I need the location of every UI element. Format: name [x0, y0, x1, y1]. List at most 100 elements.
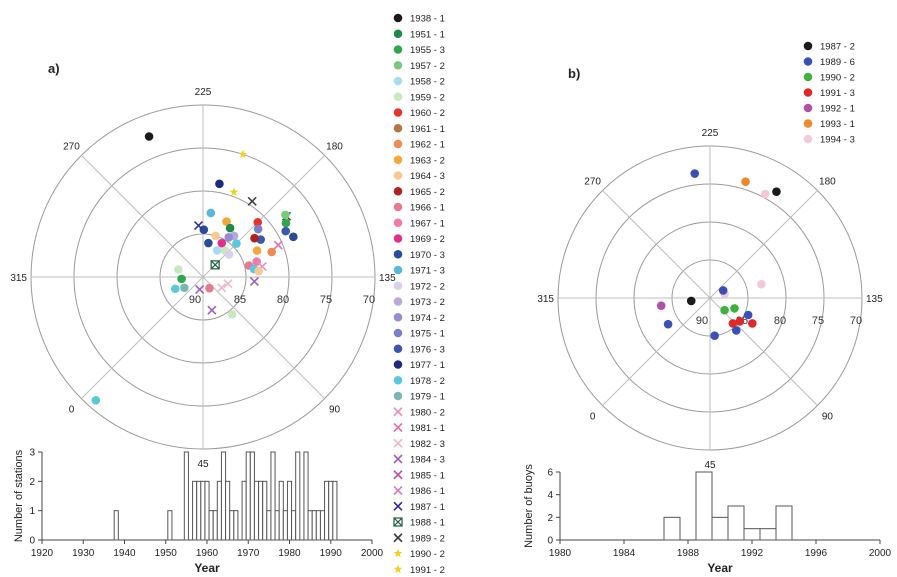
- legend-label: 1975 - 1: [410, 329, 445, 340]
- data-point: [232, 239, 241, 248]
- data-point: [267, 247, 276, 257]
- legend-marker: [393, 155, 403, 165]
- legend-marker: [393, 328, 403, 338]
- legend-marker: [393, 407, 403, 417]
- legend-marker: [803, 88, 813, 97]
- data-point: [690, 169, 700, 178]
- hist-bar: [695, 471, 713, 541]
- hist-bar: [727, 505, 745, 541]
- data-point: [229, 187, 239, 196]
- hist-bar: [216, 480, 222, 541]
- latitude-label: 70: [363, 294, 375, 306]
- data-point: [728, 319, 738, 328]
- legend-label: 1964 - 3: [410, 171, 445, 182]
- data-point: [217, 283, 227, 293]
- data-point: [199, 225, 209, 235]
- legend-label: 1988 - 1: [410, 518, 445, 529]
- data-point: [741, 177, 750, 187]
- legend-label: 1976 - 3: [410, 344, 445, 355]
- data-point: [735, 317, 745, 326]
- longitude-label: 45: [197, 459, 209, 470]
- legend-marker: [393, 470, 403, 480]
- data-point: [206, 208, 216, 218]
- hist-bar: [167, 510, 173, 541]
- hist-bar: [295, 451, 301, 541]
- hist-bar: [270, 451, 276, 541]
- legend-marker: [393, 76, 403, 86]
- hist-x-tick-label: 1992: [741, 548, 764, 559]
- data-point: [663, 319, 673, 329]
- legend-marker: [393, 549, 403, 558]
- latitude-label: 70: [850, 315, 862, 327]
- data-point: [210, 260, 220, 270]
- longitude-label: 135: [866, 294, 883, 305]
- box: [393, 517, 403, 527]
- data-point: [254, 266, 263, 276]
- hist-x-tick-label: 1984: [613, 548, 636, 559]
- hist-bar: [282, 510, 288, 541]
- hist-bar: [253, 480, 260, 541]
- legend-label: 1985 - 1: [410, 470, 445, 481]
- hist-bar: [204, 480, 210, 541]
- legend-marker: [393, 139, 403, 149]
- meridian-line: [202, 276, 325, 399]
- hist-bar: [775, 505, 793, 541]
- hist-bar: [183, 451, 189, 541]
- data-point: [144, 132, 154, 141]
- hist-bar: [328, 480, 334, 541]
- legend-marker: [393, 297, 403, 306]
- legend-marker: [393, 249, 403, 259]
- x-stroke: [393, 407, 403, 417]
- hist-bar: [196, 480, 202, 541]
- data-point: [91, 396, 101, 405]
- latitude-label: 80: [277, 294, 289, 306]
- data-point: [207, 305, 217, 315]
- hist-bar: [315, 510, 321, 541]
- data-point: [718, 286, 728, 295]
- data-point: [710, 331, 719, 341]
- hist-bar: [759, 528, 777, 541]
- legend-label: 1989 - 2: [410, 533, 445, 544]
- hist-x-tick-label: 1988: [677, 548, 700, 559]
- hist-x-tick-label: 1930: [72, 548, 95, 559]
- hist-x-tick-label: 1920: [31, 548, 54, 559]
- hist-bar: [266, 510, 272, 541]
- legend-marker: [393, 422, 403, 433]
- data-point: [656, 301, 666, 311]
- longitude-label: 0: [590, 411, 596, 422]
- legend-marker: [393, 281, 403, 291]
- legend-label: 1955 - 3: [410, 45, 445, 56]
- data-point: [730, 304, 739, 313]
- legend-marker: [393, 438, 403, 448]
- panel-label: a): [48, 61, 60, 76]
- meridian-line: [709, 297, 818, 406]
- legend-label: 1967 - 1: [410, 218, 445, 229]
- data-point: [273, 240, 283, 250]
- legend-label: 1962 - 1: [410, 140, 445, 151]
- hist-x-tick-label: 1960: [196, 548, 219, 559]
- legend-marker: [393, 360, 403, 369]
- latitude-label: 90: [189, 294, 201, 306]
- legend-label: 1991 - 3: [820, 88, 855, 99]
- legend-marker: [393, 123, 403, 133]
- legend-marker: [393, 108, 403, 117]
- legend-marker: [393, 533, 403, 543]
- data-point: [281, 218, 291, 228]
- hist-y-tick-label: 2: [29, 477, 35, 488]
- longitude-label: 0: [69, 405, 75, 416]
- x-stroke: [193, 221, 204, 231]
- legend-marker: [803, 57, 813, 66]
- legend-marker: [393, 186, 403, 196]
- legend-label: 1958 - 2: [410, 77, 445, 88]
- hist-bar: [278, 480, 284, 541]
- x-stroke: [393, 501, 403, 511]
- x-stroke: [393, 422, 403, 433]
- longitude-label: 90: [822, 411, 834, 422]
- hist-x-tick-label: 2000: [361, 548, 384, 559]
- hist-x-tick-label: 2000: [869, 548, 892, 559]
- panel-label: b): [568, 66, 580, 81]
- hist-bar: [711, 516, 729, 541]
- hist-bar: [245, 451, 251, 541]
- legend-label: 1987 - 2: [820, 42, 855, 53]
